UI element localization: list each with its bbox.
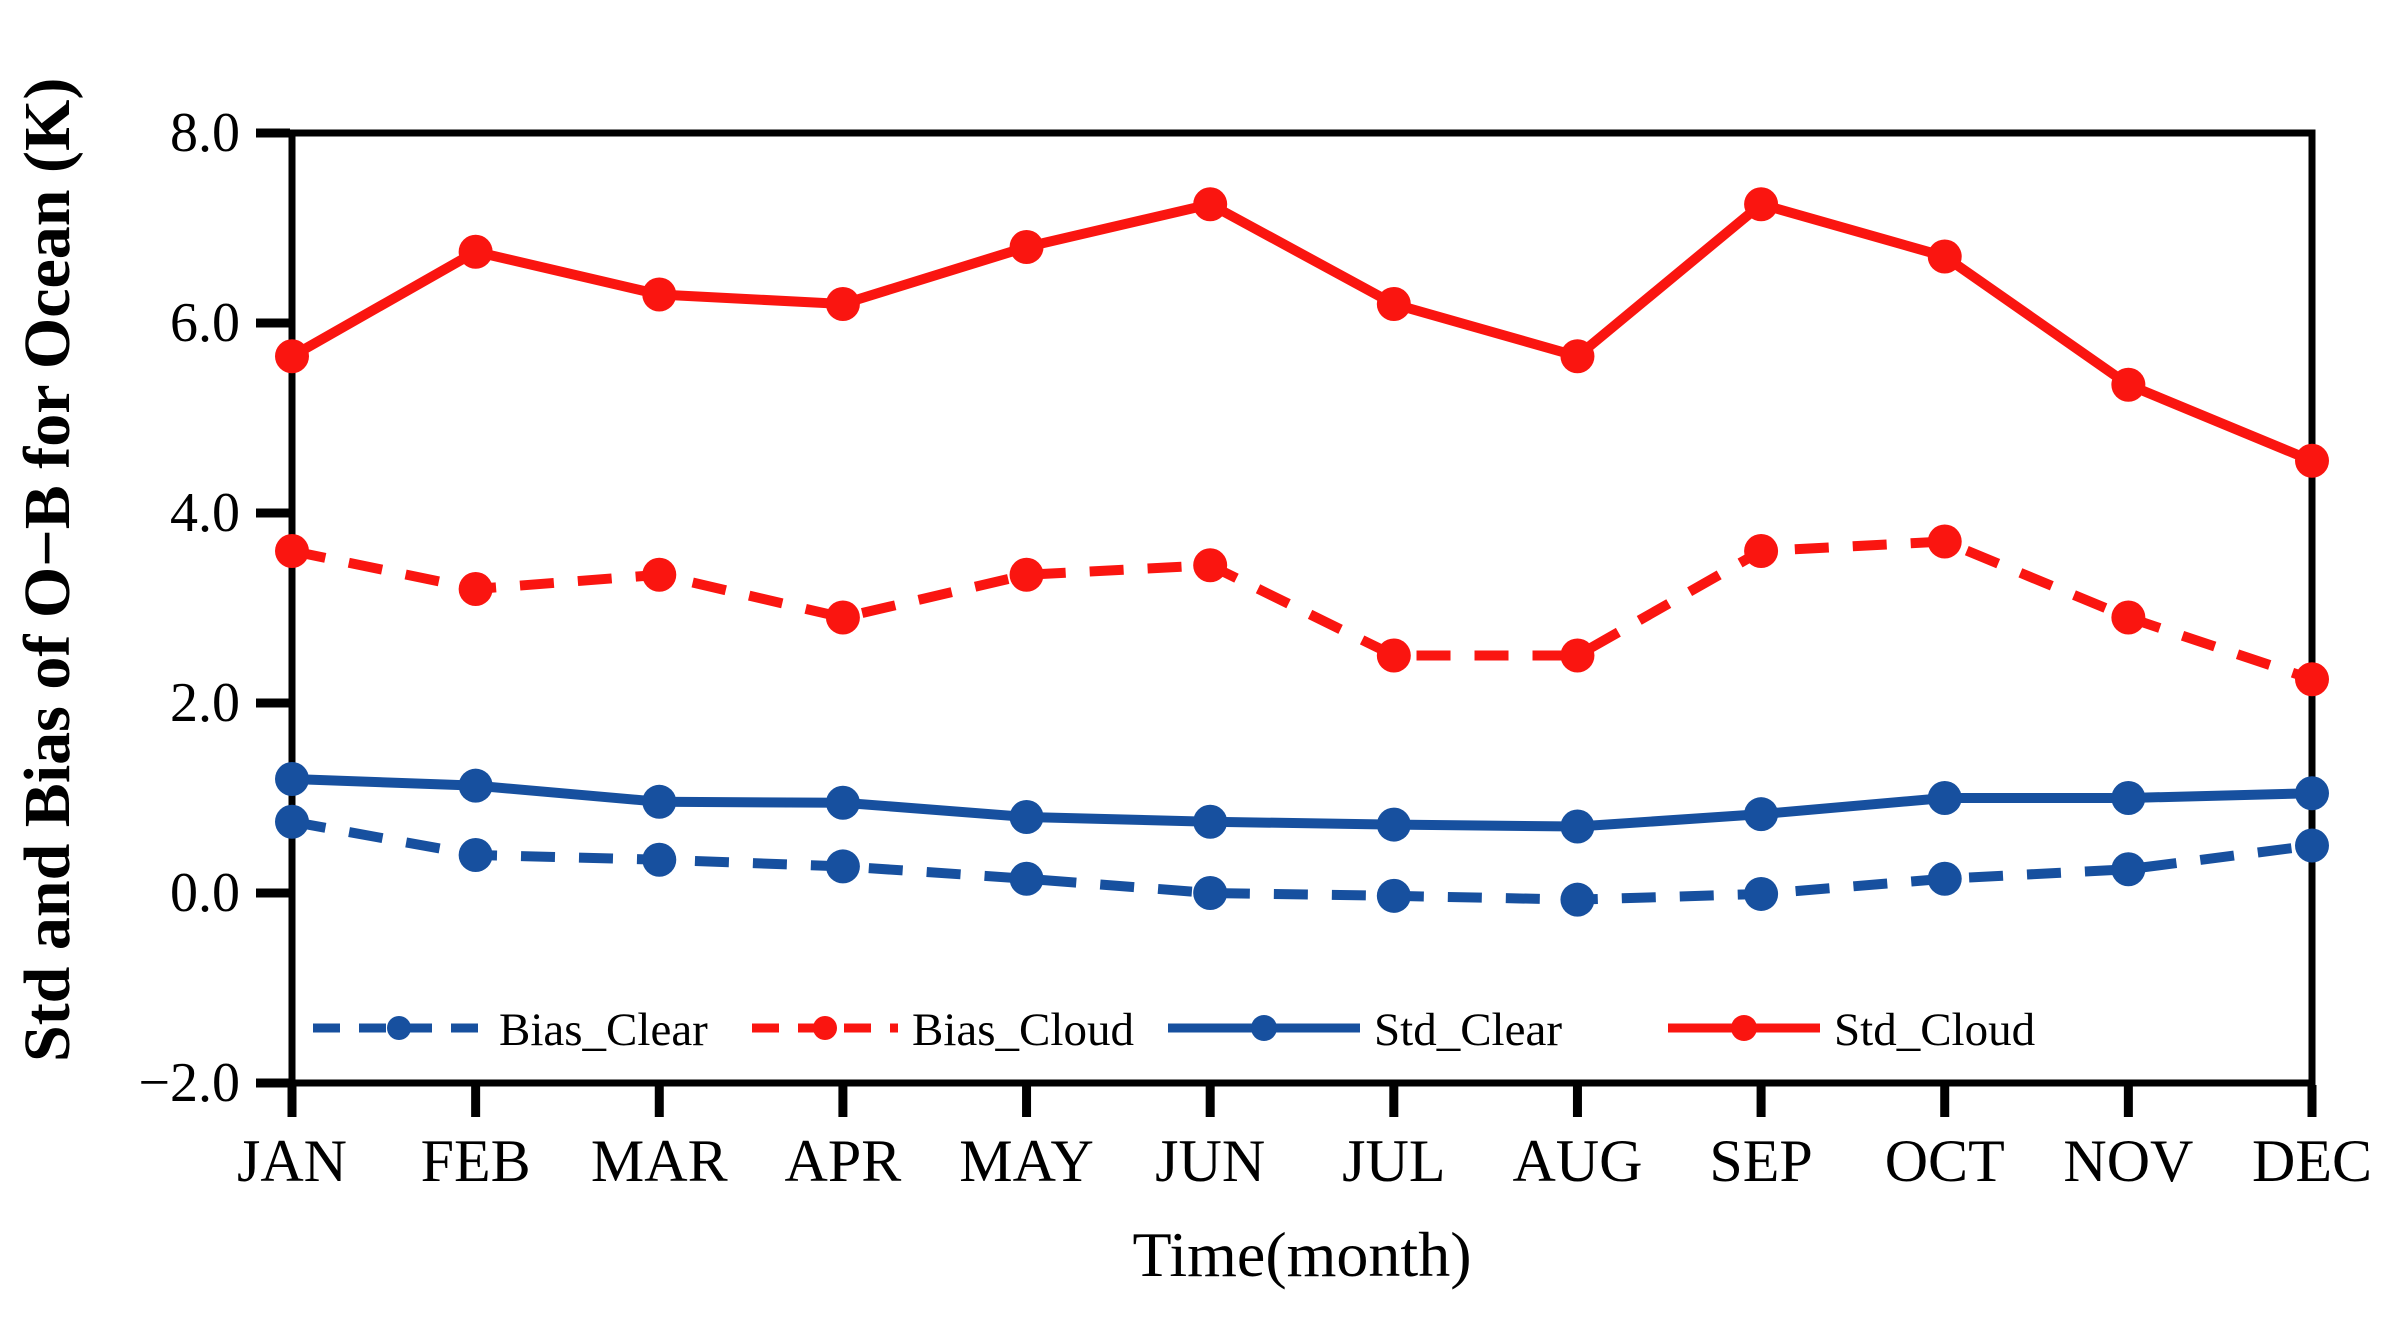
legend-item-std-cloud: Std_Cloud	[1668, 1004, 2035, 1056]
data-point-std-clear-aug	[1560, 809, 1595, 844]
data-point-std-cloud-apr	[825, 287, 860, 321]
data-point-bias-cloud-feb	[458, 572, 493, 606]
series-line-bias-cloud	[290, 536, 2314, 684]
data-point-std-clear-dec	[2295, 776, 2329, 811]
data-point-bias-cloud-jul	[1376, 638, 1411, 673]
data-point-std-clear-jul	[1376, 807, 1411, 842]
data-point-bias-cloud-dec	[2295, 662, 2329, 697]
data-point-std-clear-mar	[642, 784, 677, 819]
data-point-bias-cloud-oct	[1927, 524, 1962, 559]
data-point-std-cloud-may	[1009, 230, 1044, 264]
x-tick-label-jul: JUL	[1342, 1128, 1445, 1194]
data-point-std-clear-sep	[1744, 797, 1779, 832]
legend-marker-bias-cloud	[813, 1016, 837, 1040]
data-point-std-cloud-jun	[1193, 187, 1228, 222]
data-point-std-cloud-feb	[458, 234, 493, 269]
data-point-std-cloud-mar	[642, 277, 677, 312]
x-tick-label-oct: OCT	[1885, 1128, 2005, 1194]
series-bias-cloud	[275, 524, 2329, 697]
data-point-std-clear-jan	[275, 762, 309, 796]
data-point-bias-cloud-aug	[1560, 638, 1595, 673]
x-tick-label-may: MAY	[959, 1128, 1094, 1194]
y-tick-label: 4.0	[170, 482, 240, 544]
x-tick-label-aug: AUG	[1512, 1128, 1642, 1194]
data-point-std-clear-oct	[1927, 781, 1962, 815]
series-line-bias-clear	[291, 816, 2313, 905]
series-std-clear	[275, 762, 2329, 844]
data-point-bias-clear-apr	[825, 849, 860, 884]
legend-label-bias-clear: Bias_Clear	[499, 1004, 708, 1056]
y-tick-label: 6.0	[170, 292, 240, 354]
data-point-bias-clear-jun	[1193, 876, 1228, 910]
legend-item-bias-clear: Bias_Clear	[313, 1004, 708, 1056]
data-point-std-clear-apr	[825, 785, 860, 820]
legend-label-std-cloud: Std_Cloud	[1834, 1004, 2035, 1056]
data-point-std-clear-may	[1009, 800, 1044, 834]
data-point-std-cloud-sep	[1744, 187, 1779, 222]
data-point-bias-cloud-nov	[2111, 600, 2146, 635]
data-point-bias-cloud-mar	[642, 557, 677, 592]
data-point-bias-clear-feb	[458, 838, 493, 872]
data-point-bias-cloud-may	[1009, 557, 1044, 592]
x-tick-label-mar: MAR	[591, 1128, 728, 1194]
x-axis-title: Time(month)	[1132, 1219, 1472, 1290]
y-axis: −2.0 0.0 2.0 4.0 6.0 8.0	[138, 102, 290, 1114]
legend: Bias_Clear Bias_Cloud Std_Clear Std_Cloud	[313, 1004, 2035, 1056]
legend-item-bias-cloud: Bias_Cloud	[752, 1004, 1134, 1056]
x-tick-label-apr: APR	[785, 1128, 902, 1194]
series-bias-clear	[275, 804, 2329, 917]
x-tick-label-dec: DEC	[2252, 1128, 2372, 1194]
data-point-std-cloud-jul	[1376, 287, 1411, 321]
data-point-std-clear-nov	[2111, 781, 2146, 815]
data-point-std-cloud-nov	[2111, 367, 2146, 402]
data-point-bias-cloud-jun	[1193, 548, 1228, 583]
data-point-bias-cloud-jan	[275, 534, 309, 568]
y-tick-label: 0.0	[170, 862, 240, 924]
data-point-bias-clear-sep	[1744, 876, 1779, 911]
x-tick-label-jan: JAN	[237, 1128, 347, 1194]
plot-frame	[288, 129, 2316, 1087]
legend-marker-std-clear	[1251, 1015, 1277, 1041]
x-tick-label-jun: JUN	[1155, 1128, 1265, 1194]
data-point-bias-cloud-sep	[1744, 534, 1779, 568]
data-point-bias-clear-dec	[2295, 828, 2329, 863]
data-point-std-cloud-oct	[1927, 239, 1962, 274]
series-line-std-cloud	[289, 198, 2314, 466]
data-point-bias-cloud-apr	[825, 600, 860, 635]
x-tick-label-feb: FEB	[421, 1128, 531, 1194]
data-point-bias-clear-jul	[1376, 878, 1411, 913]
legend-label-bias-cloud: Bias_Cloud	[912, 1004, 1134, 1056]
x-tick-label-sep: SEP	[1709, 1128, 1812, 1194]
data-point-bias-clear-jan	[275, 804, 309, 839]
data-point-std-cloud-jan	[275, 339, 309, 374]
legend-item-std-clear: Std_Clear	[1168, 1004, 1562, 1056]
y-tick-label: 2.0	[170, 672, 240, 734]
data-point-bias-clear-mar	[642, 842, 677, 877]
data-point-std-cloud-aug	[1560, 339, 1595, 374]
x-axis: JAN FEB MAR APR MAY JUN JUL AUG SEP OCT NOV DEC	[237, 1085, 2372, 1194]
legend-marker-bias-clear	[387, 1016, 411, 1040]
data-point-bias-clear-oct	[1927, 861, 1962, 896]
legend-label-std-clear: Std_Clear	[1374, 1004, 1562, 1056]
data-point-bias-clear-may	[1009, 861, 1044, 896]
y-tick-label: 8.0	[170, 102, 240, 164]
x-tick-label-nov: NOV	[2063, 1128, 2193, 1194]
data-point-std-cloud-dec	[2295, 443, 2329, 478]
y-tick-label: −2.0	[138, 1052, 240, 1114]
data-point-bias-clear-aug	[1560, 882, 1595, 917]
series-line-std-clear	[291, 774, 2313, 832]
series-std-cloud	[275, 187, 2329, 478]
data-point-bias-clear-nov	[2111, 852, 2146, 887]
data-point-std-clear-jun	[1193, 804, 1228, 839]
legend-marker-std-cloud	[1731, 1015, 1757, 1041]
data-point-std-clear-feb	[458, 768, 493, 803]
